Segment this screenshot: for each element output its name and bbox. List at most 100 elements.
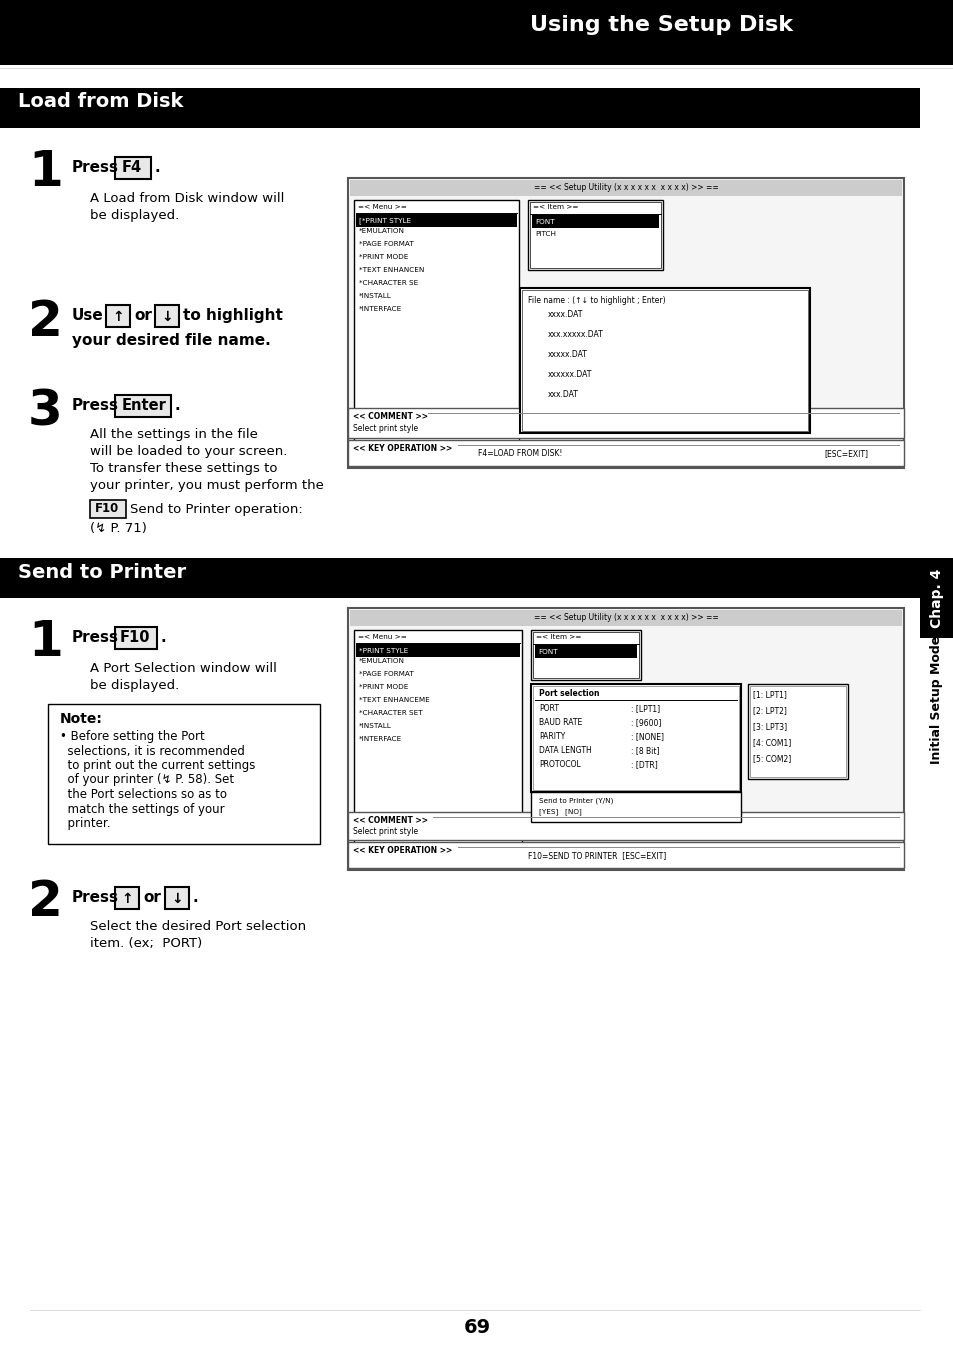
Bar bbox=[115, 157, 151, 179]
Text: Press: Press bbox=[71, 160, 119, 175]
Text: : [8 Bit]: : [8 Bit] bbox=[630, 746, 659, 754]
Text: All the settings in the file: All the settings in the file bbox=[90, 427, 257, 441]
Text: : [9600]: : [9600] bbox=[630, 718, 660, 727]
Text: be displayed.: be displayed. bbox=[90, 678, 179, 692]
Bar bbox=[115, 887, 139, 909]
Text: Press: Press bbox=[71, 890, 119, 905]
Text: F4: F4 bbox=[122, 160, 142, 175]
Text: match the settings of your: match the settings of your bbox=[60, 802, 224, 816]
Text: DATA LENGTH: DATA LENGTH bbox=[538, 746, 591, 754]
Bar bbox=[531, 792, 740, 822]
Text: A Port Selection window will: A Port Selection window will bbox=[90, 662, 276, 674]
Text: 1: 1 bbox=[28, 148, 63, 195]
Text: [ESC=EXIT]: [ESC=EXIT] bbox=[823, 449, 867, 459]
Text: xxxxx.DAT: xxxxx.DAT bbox=[547, 350, 587, 360]
Bar bbox=[115, 395, 171, 417]
Text: A Load from Disk window will: A Load from Disk window will bbox=[90, 191, 284, 205]
Bar bbox=[519, 288, 809, 433]
Text: == << Setup Utility (x x x x x x  x x x x) >> ==: == << Setup Utility (x x x x x x x x x x… bbox=[533, 613, 718, 623]
Text: of your printer (↯ P. 58). Set: of your printer (↯ P. 58). Set bbox=[60, 773, 233, 787]
Bar bbox=[530, 202, 660, 267]
Text: xxxx.DAT: xxxx.DAT bbox=[547, 309, 583, 319]
Text: Press: Press bbox=[71, 630, 119, 645]
Text: PARITY: PARITY bbox=[538, 731, 565, 741]
Text: << KEY OPERATION >>: << KEY OPERATION >> bbox=[353, 444, 452, 453]
Text: *PAGE FORMAT: *PAGE FORMAT bbox=[358, 670, 414, 677]
Text: *PRINT MODE: *PRINT MODE bbox=[358, 254, 408, 261]
Text: your desired file name.: your desired file name. bbox=[71, 332, 271, 347]
Text: or: or bbox=[133, 308, 152, 323]
Text: *PAGE FORMAT: *PAGE FORMAT bbox=[358, 242, 414, 247]
Bar bbox=[749, 687, 845, 778]
Bar bbox=[115, 627, 157, 649]
Text: or: or bbox=[143, 890, 161, 905]
Text: To transfer these settings to: To transfer these settings to bbox=[90, 461, 277, 475]
Text: *INTERFACE: *INTERFACE bbox=[358, 735, 402, 742]
Text: F4=LOAD FROM DISK!: F4=LOAD FROM DISK! bbox=[477, 449, 561, 459]
Text: Using the Setup Disk: Using the Setup Disk bbox=[530, 15, 792, 35]
Bar bbox=[350, 180, 901, 195]
Text: Use: Use bbox=[71, 308, 104, 323]
Bar bbox=[355, 214, 517, 227]
Bar bbox=[532, 214, 659, 228]
Text: =< Item >=: =< Item >= bbox=[533, 204, 578, 210]
Bar bbox=[354, 199, 518, 445]
Text: FONT: FONT bbox=[535, 218, 554, 225]
Bar bbox=[354, 630, 521, 847]
Text: 2: 2 bbox=[28, 299, 63, 346]
Text: xxxxxx.DAT: xxxxxx.DAT bbox=[547, 370, 592, 379]
Text: [5: COM2]: [5: COM2] bbox=[752, 754, 790, 763]
Text: .: . bbox=[174, 398, 180, 413]
Text: 69: 69 bbox=[463, 1318, 490, 1337]
Bar bbox=[0, 88, 919, 128]
Bar bbox=[0, 0, 953, 65]
Text: F10: F10 bbox=[120, 630, 151, 645]
Text: : [LPT1]: : [LPT1] bbox=[630, 704, 659, 712]
Text: your printer, you must perform the: your printer, you must perform the bbox=[90, 479, 323, 493]
Text: printer.: printer. bbox=[60, 817, 111, 830]
Text: Port selection: Port selection bbox=[538, 689, 598, 697]
Text: Select print style: Select print style bbox=[353, 423, 417, 433]
Bar bbox=[521, 290, 807, 432]
Text: F10=SEND TO PRINTER  [ESC=EXIT]: F10=SEND TO PRINTER [ESC=EXIT] bbox=[527, 851, 665, 860]
Text: xxx.DAT: xxx.DAT bbox=[547, 389, 578, 399]
Text: PROTOCOL: PROTOCOL bbox=[538, 760, 580, 769]
Bar bbox=[527, 199, 662, 270]
Bar bbox=[348, 811, 903, 840]
Bar bbox=[90, 499, 126, 518]
Bar bbox=[165, 887, 189, 909]
Text: *PRINT MODE: *PRINT MODE bbox=[358, 684, 408, 689]
Bar bbox=[48, 704, 319, 844]
Text: ↑: ↑ bbox=[121, 892, 132, 906]
Text: [1: LPT1]: [1: LPT1] bbox=[752, 689, 786, 699]
Bar bbox=[533, 632, 639, 678]
Bar bbox=[533, 687, 739, 790]
Text: Send to Printer: Send to Printer bbox=[18, 563, 186, 582]
Bar bbox=[348, 841, 903, 868]
Text: Select print style: Select print style bbox=[353, 826, 417, 836]
Text: =< Item >=: =< Item >= bbox=[536, 634, 581, 641]
Bar bbox=[348, 608, 903, 870]
Text: F10: F10 bbox=[95, 502, 119, 516]
Text: : [DTR]: : [DTR] bbox=[630, 760, 657, 769]
Text: : [NONE]: : [NONE] bbox=[630, 731, 663, 741]
Bar bbox=[531, 684, 740, 792]
Bar bbox=[0, 558, 919, 598]
Text: Press: Press bbox=[71, 398, 119, 413]
Bar bbox=[919, 558, 953, 638]
Text: ↑: ↑ bbox=[112, 309, 124, 324]
Text: .: . bbox=[193, 890, 198, 905]
Text: *CHARACTER SE: *CHARACTER SE bbox=[358, 280, 417, 286]
Text: .: . bbox=[154, 160, 160, 175]
Bar bbox=[106, 305, 130, 327]
Text: *PRINT STYLE: *PRINT STYLE bbox=[358, 649, 408, 654]
Bar bbox=[154, 305, 179, 327]
Text: BAUD RATE: BAUD RATE bbox=[538, 718, 581, 727]
Text: *INTERFACE: *INTERFACE bbox=[358, 305, 402, 312]
Text: Select the desired Port selection: Select the desired Port selection bbox=[90, 920, 306, 934]
Text: (↯ P. 71): (↯ P. 71) bbox=[90, 522, 147, 535]
Bar bbox=[747, 684, 847, 779]
Text: *TEXT ENHANCEME: *TEXT ENHANCEME bbox=[358, 697, 429, 703]
Text: *CHARACTER SET: *CHARACTER SET bbox=[358, 710, 422, 716]
Text: item. (ex;  PORT): item. (ex; PORT) bbox=[90, 936, 202, 950]
